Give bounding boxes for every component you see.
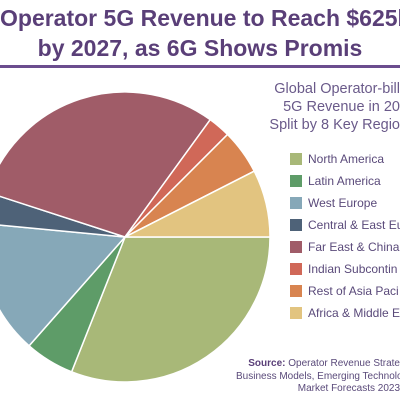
legend-label: Africa & Middle E (308, 306, 400, 320)
legend-item: West Europe (290, 194, 400, 212)
source-line-1: Operator Revenue Strate (288, 358, 400, 369)
legend-swatch (290, 263, 302, 275)
legend-swatch (290, 175, 302, 187)
legend-label: Far East & China (308, 240, 400, 254)
legend-item: Central & East Eu (290, 216, 400, 234)
subtitle-line-1: Global Operator-bill (274, 81, 400, 97)
legend-item: North America (290, 150, 400, 168)
chart-title-line-1: Operator 5G Revenue to Reach $625b (0, 5, 400, 31)
source-note: Source: Operator Revenue Strate Business… (236, 358, 400, 396)
legend-label: Latin America (308, 174, 381, 188)
legend-item: Indian Subcontin (290, 260, 400, 278)
legend-label: Central & East Eu (308, 218, 400, 232)
legend-label: West Europe (308, 196, 378, 210)
pie-slice-africa-middle-e (124, 170, 271, 238)
title-divider (0, 65, 400, 68)
legend-swatch (290, 153, 302, 165)
legend-item: Far East & China (290, 238, 400, 256)
legend-swatch (290, 241, 302, 253)
source-line-2: Business Models, Emerging Technolog (236, 370, 400, 382)
pie-slice-north-america (70, 236, 271, 383)
subtitle-line-2: 5G Revenue in 20 (283, 99, 400, 115)
legend-item: Rest of Asia Paci (290, 282, 400, 300)
source-line-3: Market Forecasts 2023 (297, 383, 400, 394)
legend-swatch (290, 197, 302, 209)
legend-label: Rest of Asia Paci (308, 284, 399, 298)
legend-swatch (290, 285, 302, 297)
legend-item: Africa & Middle E (290, 304, 400, 322)
pie-slice-west-europe (0, 224, 127, 347)
legend-swatch (290, 219, 302, 231)
legend-label: Indian Subcontin (308, 262, 398, 276)
source-label: Source: (248, 358, 286, 369)
legend-item: Latin America (290, 172, 400, 190)
legend-label: North America (308, 152, 385, 166)
subtitle-line-3: Split by 8 Key Regio (269, 117, 400, 133)
pie-slice-far-east-china (0, 91, 212, 238)
chart-title-line-2: by 2027, as 6G Shows Promis (37, 35, 363, 61)
legend-swatch (290, 307, 302, 319)
